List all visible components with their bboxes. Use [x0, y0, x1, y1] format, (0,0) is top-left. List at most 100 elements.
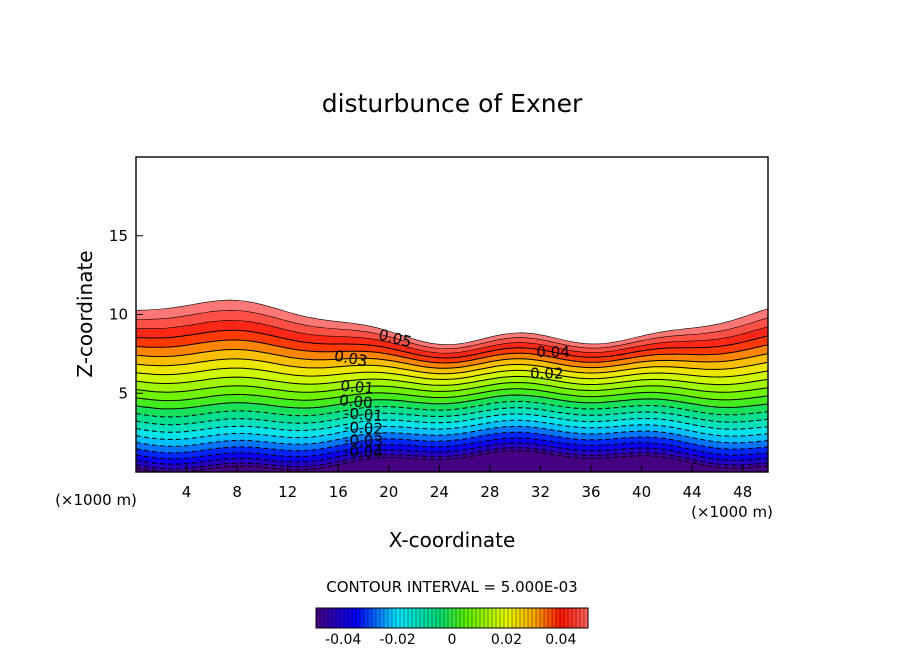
contour-line: [136, 329, 768, 359]
colorbar-swatch: [584, 608, 589, 628]
colorbar-swatch: [540, 608, 545, 628]
colorbar-swatch: [476, 608, 481, 628]
colorbar-swatch: [504, 608, 509, 628]
colorbar-swatch: [332, 608, 337, 628]
contour-line: [136, 419, 768, 440]
colorbar-swatch: [556, 608, 561, 628]
x-tick-label: 24: [430, 483, 449, 501]
y-axis-label: Z-coordinate: [73, 250, 97, 377]
colorbar-swatch: [576, 608, 581, 628]
colorbar-swatch: [512, 608, 517, 628]
colorbar-swatch: [448, 608, 453, 628]
colorbar-swatch: [324, 608, 329, 628]
colorbar-swatch: [572, 608, 577, 628]
contour-label: 0.00: [339, 391, 374, 412]
contour-line: [136, 450, 768, 472]
contour-label: 0.02: [530, 364, 563, 382]
colorbar-swatch: [344, 608, 349, 628]
x-tick-label: 32: [531, 483, 550, 501]
y-tick-label: 15: [109, 227, 128, 245]
contour-line: [136, 349, 768, 369]
contour-line: [136, 358, 768, 375]
colorbar-swatch: [484, 608, 489, 628]
colorbar-swatch: [456, 608, 461, 628]
colorbar-swatch: [396, 608, 401, 628]
contour-line: [136, 309, 768, 350]
colorbar-swatch: [524, 608, 529, 628]
contour-line: [136, 442, 768, 465]
colorbar-swatch: [412, 608, 417, 628]
colorbar-swatch: [580, 608, 585, 628]
colorbar-swatch: [560, 608, 565, 628]
colorbar-swatch: [352, 608, 357, 628]
contour-line: [136, 394, 768, 410]
contour-label: -0.01: [344, 404, 384, 425]
colorbar-swatch: [368, 608, 373, 628]
colorbar-swatch: [444, 608, 449, 628]
contour-line: [136, 381, 768, 393]
colorbar-swatch: [388, 608, 393, 628]
colorbar-swatch: [408, 608, 413, 628]
contour-line: [136, 413, 768, 433]
contour-line: [136, 425, 768, 447]
colorbar-swatch: [532, 608, 537, 628]
colorbar-tick-label: -0.04: [325, 632, 361, 648]
colorbar-swatch: [544, 608, 549, 628]
colorbar: [315, 607, 589, 629]
colorbar-swatch: [356, 608, 361, 628]
colorbar-swatch: [536, 608, 541, 628]
x-tick-label: 12: [278, 483, 297, 501]
colorbar-swatch: [568, 608, 573, 628]
colorbar-swatch: [320, 608, 325, 628]
colorbar-swatch: [380, 608, 385, 628]
colorbar-swatch: [492, 608, 497, 628]
chart-title: disturbunce of Exner: [322, 89, 583, 118]
colorbar-swatch: [488, 608, 493, 628]
colorbar-swatch: [372, 608, 377, 628]
colorbar-swatch: [516, 608, 521, 628]
colorbar-frame: [315, 607, 589, 629]
x-tick-label: 44: [683, 483, 702, 501]
contour-label: -0.02: [344, 418, 384, 438]
colorbar-swatch: [464, 608, 469, 628]
colorbar-swatch: [564, 608, 569, 628]
x-unit-left: (×1000 m): [55, 491, 137, 509]
contour-line: [136, 367, 768, 380]
colorbar-swatch: [552, 608, 557, 628]
x-tick-label: 16: [329, 483, 348, 501]
colorbar-swatch: [424, 608, 429, 628]
colorbar-tick-label: -0.02: [379, 632, 415, 648]
colorbar-swatch: [392, 608, 397, 628]
colorbar-swatch: [404, 608, 409, 628]
colorbar-swatch: [364, 608, 369, 628]
colorbar-swatch: [384, 608, 389, 628]
x-axis: 4 8 12 16 20 24 28 32 36 40 44 48: [182, 465, 752, 501]
contour-interval-label: CONTOUR INTERVAL = 5.000E-03: [326, 578, 577, 596]
x-tick-label: 28: [480, 483, 499, 501]
contour-label: 0.03: [333, 347, 369, 371]
colorbar-swatch: [376, 608, 381, 628]
colorbar-swatch: [420, 608, 425, 628]
x-tick-label: 4: [182, 483, 192, 501]
colorbar-swatch: [316, 608, 321, 628]
y-tick-label: 10: [109, 306, 128, 324]
colorbar-swatch: [440, 608, 445, 628]
contour-line: [136, 320, 768, 354]
colorbar-swatch: [472, 608, 477, 628]
colorbar-swatch: [340, 608, 345, 628]
colorbar-swatch: [508, 608, 513, 628]
colorbar-swatch: [500, 608, 505, 628]
x-axis-label: X-coordinate: [389, 528, 516, 552]
colorbar-swatch: [496, 608, 501, 628]
y-tick-label: 5: [118, 384, 128, 402]
x-tick-label: 36: [581, 483, 600, 501]
contour-line: [136, 375, 768, 386]
contour-line: [136, 437, 768, 460]
colorbar-swatch: [468, 608, 473, 628]
x-tick-label: 48: [733, 483, 752, 501]
contour-labels: 0.050.030.010.00-0.01-0.02-0.03-0.040.04…: [333, 326, 570, 462]
contour-label: 0.01: [340, 377, 375, 398]
colorbar-swatch: [336, 608, 341, 628]
colorbar-ticks: -0.04 -0.02 0 0.02 0.04: [325, 632, 576, 648]
